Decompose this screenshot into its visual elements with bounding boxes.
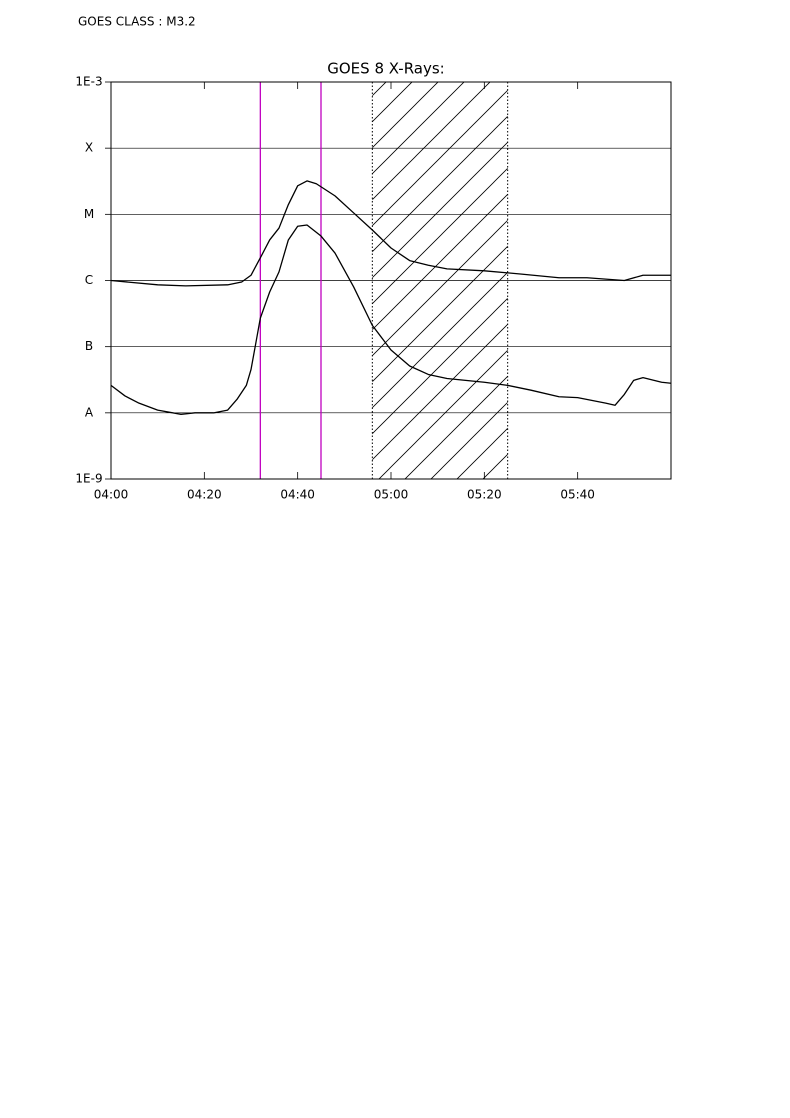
x-tick-label: 05:20 <box>467 488 502 502</box>
y-tick-label: 1E-3 <box>75 75 102 89</box>
x-tick-label: 05:00 <box>374 488 409 502</box>
x-tick-label: 04:00 <box>94 488 129 502</box>
y-tick-label: 1E-9 <box>75 472 102 486</box>
flux-line <box>110 224 672 415</box>
y-tick-label: X <box>85 141 93 155</box>
y-tick-label: M <box>84 207 94 221</box>
x-tick-label: 04:40 <box>280 488 315 502</box>
y-tick-label: A <box>85 405 94 419</box>
flux-line <box>110 180 671 287</box>
chart-title: GOES 8 X-Rays: <box>327 60 444 78</box>
y-tick-label: C <box>85 273 93 287</box>
x-tick-label: 04:20 <box>187 488 222 502</box>
y-tick-label: B <box>85 339 93 353</box>
plot-frame <box>110 81 672 480</box>
x-tick-label: 05:40 <box>560 488 595 502</box>
header: GOES CLASS : M3.2 <box>78 15 196 29</box>
